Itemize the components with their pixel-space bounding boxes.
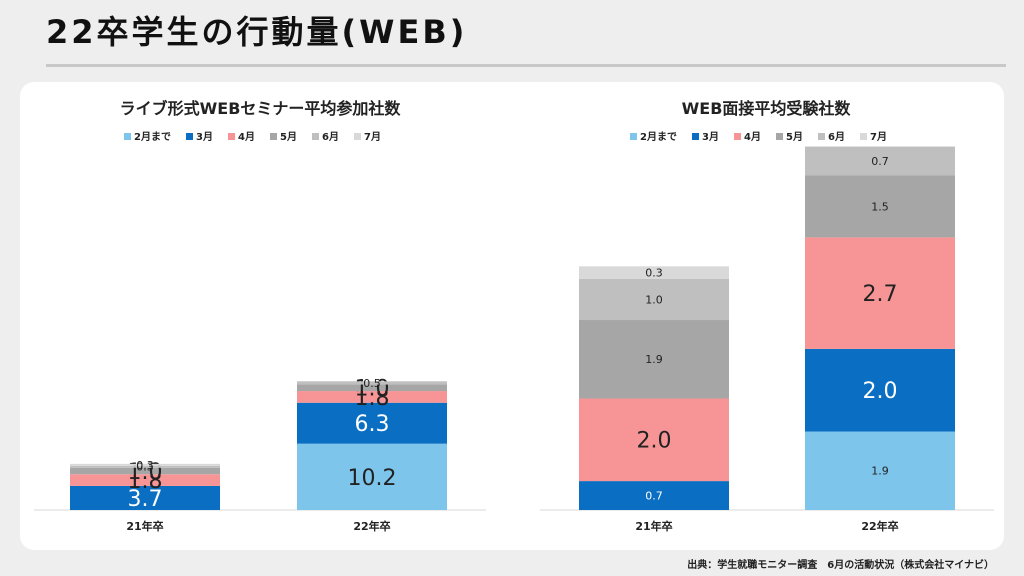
chart-2-legend-swatch xyxy=(692,133,699,140)
chart-2-data-label: 0.7 xyxy=(871,155,889,168)
chart-2-bar-segment xyxy=(805,237,955,349)
chart-2-legend-label: 3月 xyxy=(702,131,719,143)
chart-1-bar-segment xyxy=(70,465,220,468)
chart-2-legend-swatch xyxy=(630,133,637,140)
chart-2-data-label: 0.7 xyxy=(645,490,663,503)
chart-1-bar-segment xyxy=(70,474,220,486)
chart-1-legend-swatch xyxy=(312,133,319,140)
chart-1-legend-swatch xyxy=(354,133,361,140)
chart-1-legend-swatch xyxy=(186,133,193,140)
title-divider xyxy=(46,64,1006,67)
chart-1-data-label: 6.3 xyxy=(355,412,390,437)
chart-2-legend-label: 6月 xyxy=(828,131,845,143)
chart-1-category-label: 22年卒 xyxy=(353,519,390,533)
chart-1-data-label: 1.0 xyxy=(355,377,390,402)
chart-1-data-label: 10.2 xyxy=(348,466,397,491)
chart-1-legend-label: 7月 xyxy=(364,131,381,143)
source-note: 出典：学生就職モニター調査 6月の活動状況（株式会社マイナビ） xyxy=(687,560,994,571)
chart-1-bar-segment xyxy=(70,485,220,510)
chart-2-bar-segment xyxy=(579,266,729,279)
chart-1-data-label: 0.3 xyxy=(136,459,154,472)
chart-2-bar-segment xyxy=(805,431,955,510)
chart-1-legend-swatch xyxy=(270,133,277,140)
chart-1-legend-label: 5月 xyxy=(280,131,297,143)
chart-1-title: ライブ形式WEBセミナー平均参加社数 xyxy=(120,99,402,118)
chart-2-bar-segment xyxy=(805,175,955,238)
chart-2-bar-segment xyxy=(579,398,729,482)
chart-2-legend-swatch xyxy=(776,133,783,140)
chart-1-legend-swatch xyxy=(124,133,131,140)
chart-1-bar-segment xyxy=(297,402,447,444)
chart-1-data-label: 0.5 xyxy=(363,377,381,390)
chart-2-legend-label: 4月 xyxy=(744,131,761,143)
chart-2-legend-label: 5月 xyxy=(786,131,803,143)
chart-2-data-label: 2.7 xyxy=(863,282,898,307)
chart-2-title: WEB面接平均受験社数 xyxy=(682,99,852,118)
chart-1-bar-segment xyxy=(70,467,220,475)
chart-2-data-label: 1.9 xyxy=(871,465,889,478)
chart-1-category-label: 21年卒 xyxy=(126,519,163,533)
chart-2-data-label: 0.3 xyxy=(645,266,663,279)
chart-1-legend-label: 3月 xyxy=(196,131,213,143)
chart-2-data-label: 1.5 xyxy=(871,200,889,213)
chart-1-legend-label: 6月 xyxy=(322,131,339,143)
chart-1-bar-segment xyxy=(297,443,447,510)
chart-1-legend-swatch xyxy=(228,133,235,140)
chart-1-bar-segment xyxy=(297,381,447,385)
chart-1-legend-label: 4月 xyxy=(238,131,255,143)
chart-2-category-label: 21年卒 xyxy=(635,519,672,533)
chart-1-bar-segment xyxy=(297,391,447,403)
chart-2-legend-swatch xyxy=(734,133,741,140)
chart-2-data-label: 2.0 xyxy=(863,379,898,404)
chart-2-bar-segment xyxy=(805,146,955,176)
chart-2-data-label: 1.9 xyxy=(645,353,663,366)
chart-2-data-label: 1.0 xyxy=(645,293,663,306)
chart-2-bar-segment xyxy=(579,278,729,321)
chart-1-legend-label: 2月まで xyxy=(134,131,171,143)
chart-1-data-label: 3.7 xyxy=(128,487,163,512)
chart-2-legend-label: 2月まで xyxy=(640,131,677,143)
chart-1-bar-segment xyxy=(70,463,220,466)
chart-2-bar-segment xyxy=(579,481,729,510)
chart-1-bar-segment xyxy=(297,384,447,392)
page-title: 22卒学生の行動量(WEB) xyxy=(46,13,468,51)
chart-2-bar-segment xyxy=(805,348,955,432)
chart-2-bar-segment xyxy=(579,320,729,399)
chart-2-category-label: 22年卒 xyxy=(861,519,898,533)
chart-2-legend-swatch xyxy=(818,133,825,140)
chart-2-legend-label: 7月 xyxy=(870,131,887,143)
chart-2-data-label: 2.0 xyxy=(637,429,672,454)
chart-2-legend-swatch xyxy=(860,133,867,140)
